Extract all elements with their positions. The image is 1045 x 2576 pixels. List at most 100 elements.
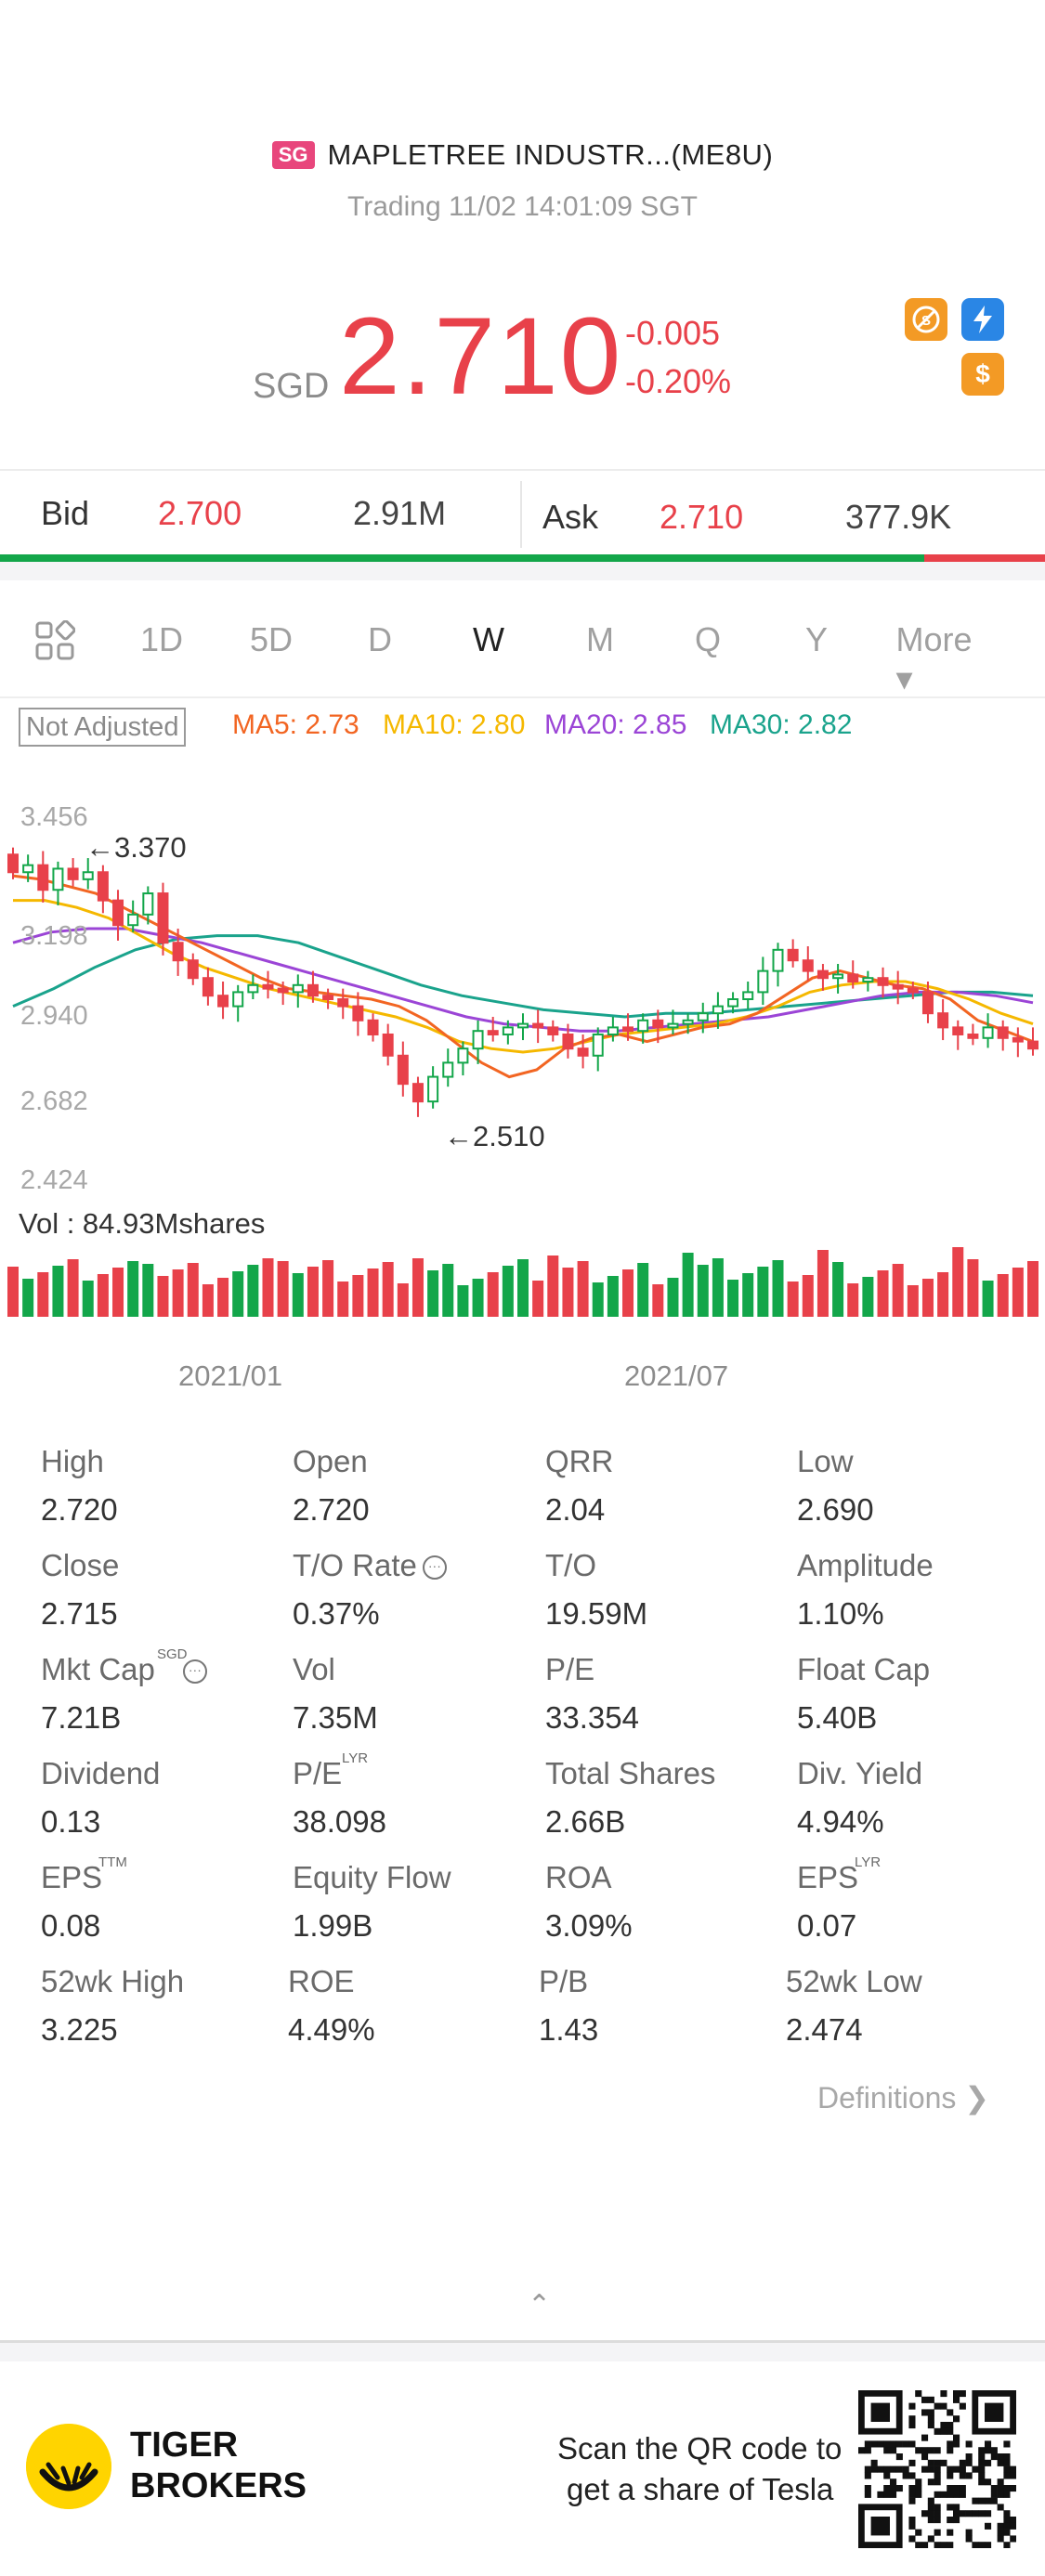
volume-bar (727, 1280, 739, 1317)
qr-module (978, 2510, 986, 2517)
volume-bar (187, 1263, 199, 1317)
volume-label: Vol : 84.93Mshares (19, 1207, 266, 1240)
candle-down (1027, 1040, 1038, 1050)
qr-module (953, 2390, 960, 2398)
candle-up (832, 973, 844, 980)
qr-module (997, 2485, 1004, 2492)
qr-module (908, 2497, 916, 2504)
section-gap (0, 562, 1045, 580)
qr-module (864, 2491, 871, 2498)
volume-bar (127, 1261, 139, 1317)
info-icon[interactable]: ··· (182, 1659, 207, 1685)
candle-down (802, 959, 814, 972)
qr-module (953, 2491, 960, 2498)
stat-pe-lyr: P/E 38.098 LYR (293, 1750, 386, 1839)
volume-bar (532, 1281, 544, 1317)
volume-bar (457, 1285, 469, 1317)
candle-up (862, 977, 874, 983)
qr-module (915, 2478, 922, 2486)
qr-module (953, 2504, 960, 2511)
qr-module (890, 2485, 897, 2492)
volume-bar (547, 1255, 559, 1317)
stat-pb: P/B 1.43 (539, 1964, 599, 2047)
lyr-superscript: LYR (342, 1750, 369, 1766)
adjust-toggle[interactable]: Not Adjusted (19, 708, 187, 747)
qr-module (947, 2465, 954, 2473)
candlestick-chart[interactable]: 3.456 3.198 2.940 2.682 2.424 ←3.370 ←2.… (0, 780, 1045, 1393)
ma10-value: MA10: 2.80 (383, 709, 526, 740)
qr-module (921, 2447, 929, 2454)
volume-bar (667, 1278, 679, 1317)
qr-module (978, 2478, 986, 2486)
candle-down (382, 1033, 394, 1057)
qr-module (940, 2422, 947, 2429)
price-change-percent: -0.20% (625, 362, 732, 400)
divider (0, 469, 1045, 471)
qr-module (1003, 2529, 1011, 2536)
stat-total-shares: Total Shares 2.66B (545, 1756, 716, 1839)
volume-bar (232, 1271, 244, 1317)
y-tick: 2.424 (20, 1165, 88, 1195)
candle-down (367, 1019, 379, 1035)
flash-icon[interactable] (961, 298, 1004, 341)
qr-module (934, 2529, 941, 2536)
stock-name[interactable]: MAPLETREE INDUSTR...(ME8U) (327, 138, 774, 171)
volume-bar (967, 1259, 979, 1317)
qr-module (953, 2485, 960, 2492)
tab-day[interactable]: D (368, 620, 392, 658)
candle-up (457, 1047, 469, 1064)
qr-module (985, 2440, 992, 2448)
qr-module (965, 2510, 973, 2517)
tab-5d[interactable]: 5D (249, 620, 294, 658)
qr-module (972, 2542, 979, 2548)
stat-equity-flow: Equity Flow 1.99B (293, 1860, 451, 1943)
qr-module (978, 2497, 986, 2504)
no-short-icon[interactable]: S (905, 298, 947, 341)
dollar-icon[interactable]: $ (961, 353, 1004, 396)
candle-down (172, 942, 184, 962)
qr-module (921, 2434, 929, 2441)
x-tick: 2021/01 (178, 1360, 282, 1392)
volume-bar (816, 1250, 829, 1317)
volume-bar (157, 1276, 169, 1317)
qr-module (959, 2465, 966, 2473)
volume-bar (712, 1258, 724, 1317)
candle-down (352, 1005, 364, 1021)
price-change: -0.005 (625, 314, 721, 352)
qr-module (959, 2491, 966, 2498)
volume-bar (652, 1284, 664, 1317)
tab-year[interactable]: Y (804, 620, 829, 658)
info-icon[interactable]: ··· (422, 1555, 447, 1581)
definitions-link[interactable]: Definitions ❯ (817, 2081, 990, 2114)
qr-module (1010, 2535, 1016, 2543)
qr-module (934, 2465, 941, 2473)
tab-week[interactable]: W (473, 620, 504, 658)
candle-down (202, 977, 214, 997)
candle-up (682, 1019, 694, 1025)
qr-module (927, 2447, 934, 2454)
qr-module (927, 2478, 934, 2486)
volume-bar (217, 1278, 229, 1317)
volume-bar (397, 1283, 409, 1317)
layout-grid-icon[interactable] (34, 620, 75, 661)
qr-module (927, 2415, 934, 2423)
qr-module (947, 2440, 954, 2448)
bid-price: 2.700 (158, 494, 242, 532)
brand-name-line2: BROKERS (130, 2466, 307, 2505)
tab-1d[interactable]: 1D (139, 620, 184, 658)
qr-module (1010, 2472, 1016, 2479)
qr-module (890, 2478, 897, 2486)
qr-module (902, 2465, 909, 2473)
qr-module (997, 2491, 1004, 2498)
tab-month[interactable]: M (586, 620, 614, 658)
tab-quarter[interactable]: Q (694, 620, 722, 658)
tab-more[interactable]: More ▾ (895, 620, 973, 697)
qr-module (921, 2465, 929, 2473)
qr-module (953, 2434, 960, 2441)
qr-module (908, 2517, 916, 2524)
candle-up (442, 1061, 454, 1078)
collapse-chevron-icon[interactable]: ⌃ (528, 2290, 552, 2321)
candle-up (472, 1030, 484, 1050)
volume-bar (622, 1269, 634, 1317)
qr-module (864, 2465, 871, 2473)
